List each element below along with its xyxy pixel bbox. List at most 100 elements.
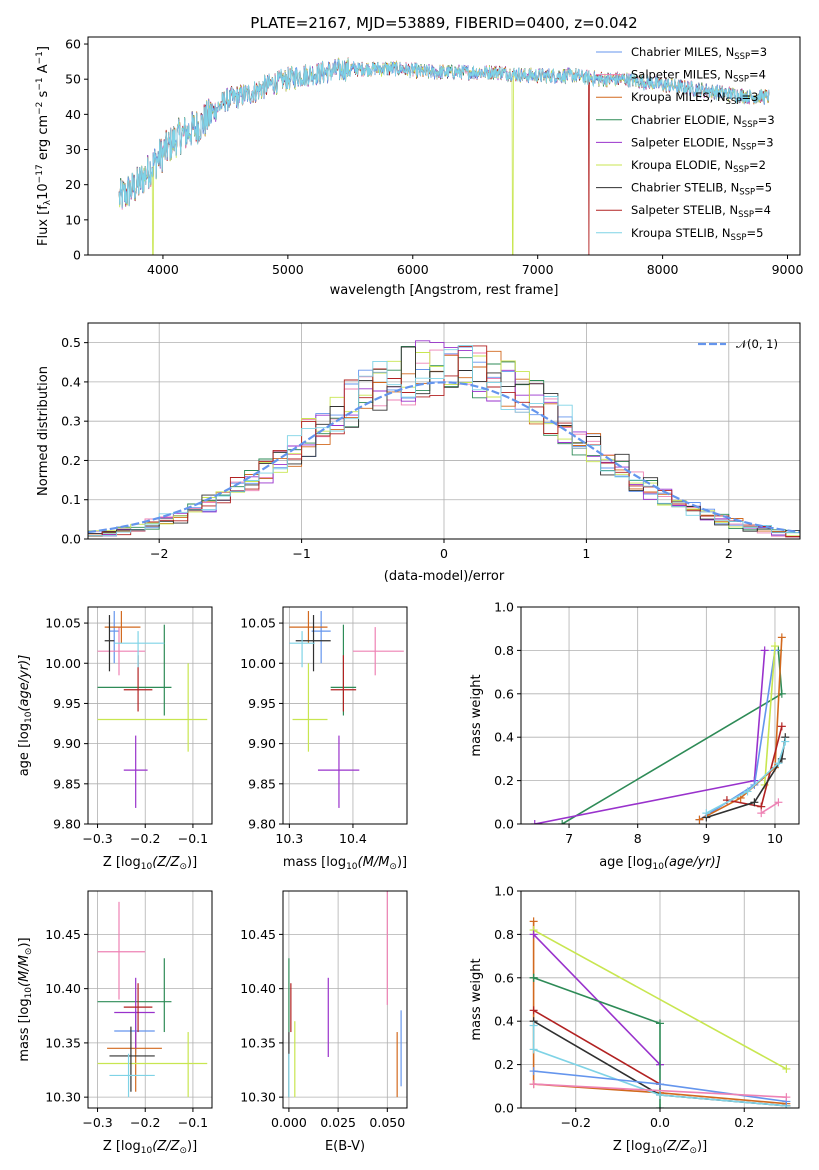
- x-label-sub: 10: [141, 1146, 153, 1156]
- legend-nssp: =5: [746, 226, 763, 240]
- legend-entry: Salpeter STELIB, NSSP=4: [631, 203, 771, 220]
- legend-entry: Chabrier ELODIE, NSSP=3: [631, 113, 775, 130]
- weight-line-salpeter-elodie: [533, 933, 661, 1066]
- y-tick-label: 0: [73, 248, 81, 263]
- y-label-sub: 10: [24, 711, 34, 723]
- x-label-part: )]: [697, 1139, 707, 1154]
- y-tick-label: 10.35: [240, 1035, 276, 1050]
- y-tick-label: 10.00: [45, 656, 81, 671]
- y-tick-label: 10.45: [45, 927, 81, 942]
- y-tick-label: 9.80: [248, 817, 276, 832]
- x-tick-label: 10.4: [339, 831, 367, 846]
- y-tick-label: 0.0: [494, 817, 514, 832]
- axes-frame: [282, 890, 408, 1109]
- legend-sub: SSP: [726, 97, 742, 107]
- x-label-part: )]: [187, 855, 197, 870]
- y-tick-label: 9.90: [248, 736, 276, 751]
- x-label-sub: 10: [651, 1146, 663, 1156]
- errorbar-group: [97, 901, 208, 1098]
- y-label-part: )]: [17, 937, 32, 947]
- x-axis-label: age [log10(age/yr)]: [599, 855, 721, 872]
- x-label-part: )]: [397, 855, 407, 870]
- legend-label: Kroupa MILES, N: [631, 90, 726, 104]
- x-tick-label: 0: [440, 546, 448, 561]
- y-tick-label: 10.30: [45, 1090, 81, 1105]
- y-label-sup: −1: [35, 77, 45, 90]
- legend-label: Salpeter ELODIE, N: [631, 135, 741, 149]
- x-label-sub: 10: [141, 862, 153, 872]
- legend-entry: Chabrier STELIB, NSSP=5: [631, 181, 772, 198]
- x-tick-label: 2: [725, 546, 733, 561]
- y-axis-label: mass [log10(M/M⊙)]: [17, 937, 34, 1061]
- x-tick-label: 1: [582, 546, 590, 561]
- y-tick-label: 50: [65, 72, 81, 87]
- x-tick-label: −0.1: [178, 1115, 208, 1130]
- y-tick-label: 0.8: [494, 927, 514, 942]
- axes-frame: [282, 606, 408, 825]
- x-label-sub: 10: [652, 862, 664, 872]
- y-tick-label: 0.6: [494, 686, 514, 701]
- y-tick-label: 1.0: [494, 884, 514, 899]
- legend-entry: Salpeter MILES, NSSP=4: [631, 68, 766, 85]
- x-label-part: Z [log: [103, 1139, 141, 1154]
- residuals-panel: −2 −1 0 1 2 0.0 0.1 0.2 0.3 0.4 0.5 (data-model)/er…: [36, 322, 801, 584]
- y-label-sup: −1: [35, 51, 45, 64]
- age-vs-metallicity-panel: −0.3 −0.2 −0.1 9.80 9.85 9.90 9.95 10.00 10.05 Z …: [17, 606, 213, 872]
- mass-vs-ebv-panel: 0.000 0.025 0.050 10.30 10.35 10.40 10.45 E(B-V…: [240, 890, 408, 1154]
- x-tick-label: 8000: [647, 262, 679, 277]
- weight-line-salpeter-miles: [533, 1083, 787, 1098]
- legend-sub: SSP: [738, 210, 754, 220]
- x-axis-label: Z [log10(Z/Z⊙)]: [613, 1139, 707, 1156]
- y-tick-label: 9.95: [248, 696, 276, 711]
- y-tick-label: 0.2: [494, 773, 514, 788]
- x-label-part: )]: [187, 1139, 197, 1154]
- y-axis-label: mass weight: [469, 674, 484, 756]
- axes-frame: [87, 890, 213, 1109]
- spectrum-line-kroupa-stelib: [118, 58, 770, 208]
- x-label-sub: ⊙: [689, 1146, 697, 1156]
- x-label-part: E(B-V): [325, 1139, 365, 1154]
- y-label-part: ]: [36, 46, 51, 51]
- y-label-part: 10: [36, 183, 51, 200]
- x-label-sub: 10: [346, 862, 358, 872]
- legend-nssp: =3: [741, 90, 758, 104]
- x-axis-label: mass [log10(M/M⊙)]: [283, 855, 407, 872]
- x-tick-label: 0.000: [271, 1115, 307, 1130]
- y-label-part: mass [log: [17, 998, 32, 1061]
- y-tick-label: 9.95: [53, 696, 81, 711]
- y-tick-label: 10.45: [240, 927, 276, 942]
- y-label-part: erg cm: [36, 115, 51, 164]
- y-tick-label: 0.5: [61, 335, 81, 350]
- legend-label: Chabrier MILES, N: [631, 45, 734, 59]
- x-label-part: (Z/Z: [662, 1139, 690, 1154]
- x-tick-label: 10: [767, 831, 783, 846]
- legend-entry: Kroupa ELODIE, NSSP=2: [631, 158, 766, 175]
- weight-line-kroupa-stelib: [705, 741, 787, 814]
- x-tick-label: −0.2: [561, 1115, 591, 1130]
- legend-nssp: =3: [757, 135, 774, 149]
- y-axis-label: age [log10(age/yr)]: [17, 655, 34, 777]
- normal-curve: [88, 381, 800, 534]
- legend-sub: SSP: [733, 75, 749, 85]
- axes-frame: [520, 606, 800, 825]
- x-label-part: (Z/Z: [152, 1139, 180, 1154]
- y-tick-label: 0.6: [494, 970, 514, 985]
- y-tick-label: 30: [65, 142, 81, 157]
- legend-sub: SSP: [733, 165, 749, 175]
- x-tick-label: 10.3: [275, 831, 303, 846]
- y-tick-label: 10.30: [240, 1090, 276, 1105]
- y-tick-label: 0.0: [61, 532, 81, 547]
- x-label-part: Z [log: [103, 855, 141, 870]
- x-tick-label: −0.3: [82, 831, 112, 846]
- y-tick-label: 10: [65, 212, 81, 227]
- x-tick-label: −2: [150, 546, 168, 561]
- y-tick-label: 0.4: [61, 374, 81, 389]
- x-tick-label: 0.2: [734, 1115, 754, 1130]
- x-tick-label: 7: [565, 831, 573, 846]
- legend-entry: Kroupa STELIB, NSSP=5: [631, 226, 763, 243]
- x-tick-label: 9: [702, 831, 710, 846]
- legend-entry: Kroupa MILES, NSSP=3: [631, 90, 758, 107]
